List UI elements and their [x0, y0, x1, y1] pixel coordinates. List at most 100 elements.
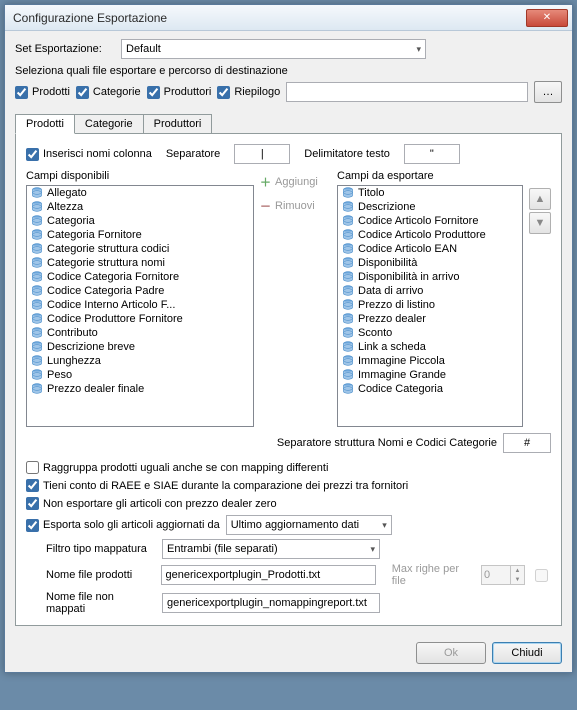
nomefile-label: Nome file prodotti: [26, 569, 155, 581]
list-item[interactable]: Categoria Fornitore: [27, 228, 253, 242]
delimiter-input[interactable]: [404, 144, 460, 164]
select-files-label: Seleziona quali file esportare e percors…: [15, 65, 562, 77]
struct-sep-input[interactable]: [503, 433, 551, 453]
database-icon: [342, 187, 354, 199]
list-item[interactable]: Allegato: [27, 186, 253, 200]
tab-categorie[interactable]: Categorie: [74, 114, 144, 134]
database-icon: [342, 299, 354, 311]
list-item[interactable]: Data di arrivo: [338, 284, 522, 298]
dest-path-input[interactable]: [286, 82, 528, 102]
tab-produttori[interactable]: Produttori: [143, 114, 213, 134]
cb-produttori[interactable]: Produttori: [147, 86, 212, 99]
separator-input[interactable]: [234, 144, 290, 164]
database-icon: [342, 285, 354, 297]
cb-insert-names[interactable]: Inserisci nomi colonna: [26, 148, 152, 161]
filtro-label: Filtro tipo mappatura: [26, 543, 156, 555]
list-item[interactable]: Altezza: [27, 200, 253, 214]
list-item[interactable]: Peso: [27, 368, 253, 382]
ok-button[interactable]: Ok: [416, 642, 486, 664]
list-item[interactable]: Sconto: [338, 326, 522, 340]
list-item[interactable]: Categorie struttura codici: [27, 242, 253, 256]
list-item[interactable]: Codice Articolo Produttore: [338, 228, 522, 242]
export-list[interactable]: TitoloDescrizioneCodice Articolo Fornito…: [337, 185, 523, 427]
cb-solo-agg[interactable]: Esporta solo gli articoli aggiornati da: [26, 519, 220, 532]
database-icon: [31, 243, 43, 255]
maxrighe-enable[interactable]: [535, 569, 548, 582]
database-icon: [31, 187, 43, 199]
list-item[interactable]: Contributo: [27, 326, 253, 340]
database-icon: [342, 201, 354, 213]
list-item[interactable]: Lunghezza: [27, 354, 253, 368]
struct-sep-label: Separatore struttura Nomi e Codici Categ…: [277, 437, 497, 449]
list-item[interactable]: Codice Articolo Fornitore: [338, 214, 522, 228]
nonmap-input[interactable]: [162, 593, 380, 613]
cb-nozero[interactable]: Non esportare gli articoli con prezzo de…: [26, 497, 551, 510]
move-up-button[interactable]: ▲: [529, 188, 551, 210]
nomefile-input[interactable]: [161, 565, 376, 585]
list-item[interactable]: Link a scheda: [338, 340, 522, 354]
cb-categorie[interactable]: Categorie: [76, 86, 141, 99]
list-item[interactable]: Prezzo di listino: [338, 298, 522, 312]
database-icon: [31, 257, 43, 269]
cb-raee[interactable]: Tieni conto di RAEE e SIAE durante la co…: [26, 479, 551, 492]
database-icon: [31, 341, 43, 353]
export-title: Campi da esportare: [337, 170, 523, 182]
maxrighe-input: [482, 566, 510, 584]
footer: Ok Chiudi: [5, 634, 572, 672]
nonmap-label: Nome file non mappati: [26, 591, 156, 615]
list-item[interactable]: Disponibilità: [338, 256, 522, 270]
plus-icon: ＋: [260, 174, 271, 190]
set-esport-value: Default: [126, 43, 161, 55]
database-icon: [342, 243, 354, 255]
database-icon: [31, 299, 43, 311]
tab-pane: Inserisci nomi colonna Separatore Delimi…: [15, 133, 562, 626]
window-title: Configurazione Esportazione: [13, 11, 526, 25]
list-item[interactable]: Descrizione: [338, 200, 522, 214]
list-item[interactable]: Codice Categoria Fornitore: [27, 270, 253, 284]
list-item[interactable]: Codice Categoria Padre: [27, 284, 253, 298]
list-item[interactable]: Categorie struttura nomi: [27, 256, 253, 270]
close-button[interactable]: Chiudi: [492, 642, 562, 664]
list-item[interactable]: Titolo: [338, 186, 522, 200]
database-icon: [342, 257, 354, 269]
filtro-combo[interactable]: Entrambi (file separati): [162, 539, 380, 559]
list-item[interactable]: Codice Produttore Fornitore: [27, 312, 253, 326]
database-icon: [342, 369, 354, 381]
content-area: Set Esportazione: Default Seleziona qual…: [5, 31, 572, 634]
list-item[interactable]: Immagine Piccola: [338, 354, 522, 368]
database-icon: [31, 229, 43, 241]
database-icon: [31, 355, 43, 367]
list-item[interactable]: Codice Interno Articolo F...: [27, 298, 253, 312]
list-item[interactable]: Immagine Grande: [338, 368, 522, 382]
list-item[interactable]: Descrizione breve: [27, 340, 253, 354]
add-button[interactable]: ＋ Aggiungi: [260, 172, 331, 192]
maxrighe-spinner: ▲▼: [481, 565, 525, 585]
list-item[interactable]: Prezzo dealer: [338, 312, 522, 326]
close-icon[interactable]: ✕: [526, 9, 568, 27]
cb-riepilogo[interactable]: Riepilogo: [217, 86, 280, 99]
list-item[interactable]: Prezzo dealer finale: [27, 382, 253, 396]
list-item[interactable]: Disponibilità in arrivo: [338, 270, 522, 284]
remove-button[interactable]: － Rimuovi: [260, 196, 331, 216]
browse-button[interactable]: …: [534, 81, 562, 103]
list-item[interactable]: Codice Articolo EAN: [338, 242, 522, 256]
solo-agg-combo[interactable]: Ultimo aggiornamento dati: [226, 515, 392, 535]
database-icon: [31, 285, 43, 297]
database-icon: [31, 271, 43, 283]
titlebar: Configurazione Esportazione ✕: [5, 5, 572, 31]
database-icon: [342, 271, 354, 283]
available-list[interactable]: AllegatoAltezzaCategoriaCategoria Fornit…: [26, 185, 254, 427]
database-icon: [31, 201, 43, 213]
maxrighe-label: Max righe per file: [392, 563, 475, 587]
cb-prodotti[interactable]: Prodotti: [15, 86, 70, 99]
tab-prodotti[interactable]: Prodotti: [15, 114, 75, 134]
move-down-button[interactable]: ▼: [529, 212, 551, 234]
database-icon: [342, 327, 354, 339]
cb-raggruppa[interactable]: Raggruppa prodotti uguali anche se con m…: [26, 461, 551, 474]
database-icon: [31, 327, 43, 339]
minus-icon: －: [260, 198, 271, 214]
set-esport-combo[interactable]: Default: [121, 39, 426, 59]
database-icon: [31, 313, 43, 325]
list-item[interactable]: Categoria: [27, 214, 253, 228]
list-item[interactable]: Codice Categoria: [338, 382, 522, 396]
